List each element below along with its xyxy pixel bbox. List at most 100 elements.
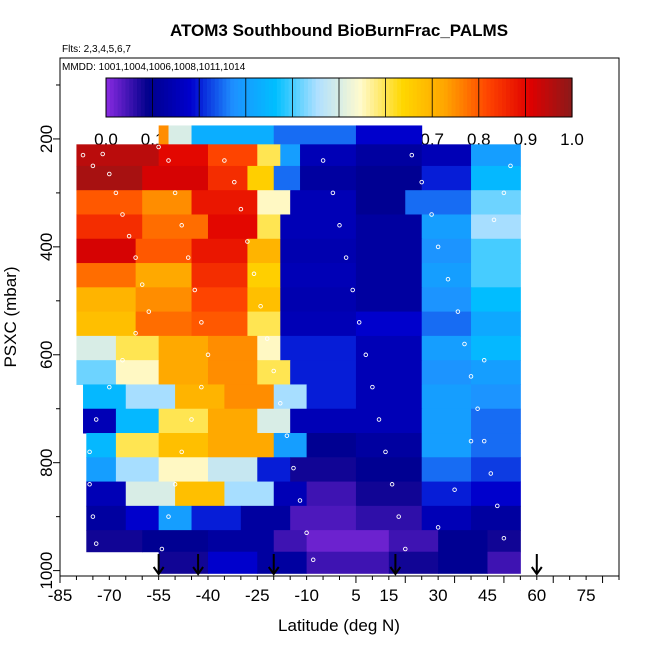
- colorbar-swatch: [556, 78, 561, 117]
- heatmap-cell: [115, 433, 160, 458]
- colorbar-swatch: [311, 78, 317, 117]
- arrow-head: [389, 566, 402, 576]
- colorbar-swatch: [537, 78, 542, 117]
- heatmap-cell: [135, 238, 193, 264]
- y-axis-label: PSXC (mbar): [1, 266, 20, 367]
- colorbar-swatch: [206, 78, 212, 117]
- heatmap-cell: [191, 505, 242, 531]
- colorbar-swatch: [238, 78, 243, 117]
- colorbar-swatch: [342, 78, 348, 117]
- colorbar-tick-label: 0.7: [420, 130, 444, 149]
- flight-point: [481, 438, 487, 444]
- flight-point: [284, 433, 290, 438]
- flight-point: [452, 487, 457, 492]
- flight-point: [166, 158, 171, 163]
- colorbar-swatch: [109, 78, 115, 117]
- colorbar-swatch: [218, 78, 224, 117]
- heatmap-cell: [125, 505, 160, 531]
- y-tick-label: 1000: [37, 552, 56, 590]
- heatmap-cell: [355, 505, 423, 531]
- heatmap-cell: [487, 530, 521, 553]
- colorbar-swatch: [377, 78, 383, 117]
- heatmap-cell: [471, 238, 521, 264]
- heatmap-cell: [76, 287, 137, 313]
- colorbar-swatch: [416, 78, 422, 117]
- heatmap-cell: [280, 214, 357, 240]
- flight-point: [156, 144, 161, 150]
- heatmap-cell: [247, 165, 275, 191]
- heatmap-cell: [355, 214, 423, 240]
- colorbar-swatch: [474, 78, 480, 117]
- colorbar-swatch: [339, 78, 344, 117]
- heatmap-cell: [76, 214, 143, 240]
- flight-point: [320, 158, 326, 163]
- flight-point: [271, 368, 276, 374]
- heatmap-cell: [191, 287, 248, 313]
- heatmap-cell: [142, 165, 209, 191]
- heatmap-cell: [191, 263, 248, 288]
- heatmap-cell: [168, 125, 193, 145]
- colorbar-swatch: [428, 78, 433, 117]
- flight-point: [330, 190, 336, 196]
- flight-point: [232, 179, 237, 185]
- flight-point: [389, 482, 395, 487]
- flight-point: [172, 190, 178, 196]
- colorbar-swatch: [424, 78, 429, 117]
- colorbar-swatch: [529, 78, 534, 117]
- heatmap-cell: [421, 457, 472, 483]
- flight-point: [481, 357, 487, 363]
- colorbar-swatch: [540, 78, 546, 117]
- heatmap-cell: [471, 144, 521, 167]
- flight-point: [350, 287, 355, 293]
- colorbar-tick-label: 0.8: [467, 130, 491, 149]
- heatmap-cell: [86, 457, 117, 483]
- heatmap-cell: [76, 263, 137, 288]
- flight-point: [409, 152, 415, 158]
- colorbar-swatch: [121, 78, 127, 117]
- heatmap-cell: [355, 144, 423, 167]
- flight-point: [297, 498, 303, 503]
- colorbar-swatch: [315, 78, 321, 117]
- arrow-head: [192, 566, 204, 576]
- flight-point: [383, 449, 388, 455]
- heatmap-cell: [135, 263, 193, 288]
- heatmap-cell: [273, 530, 308, 553]
- heatmap-cell: [306, 530, 390, 553]
- flight-point: [189, 417, 194, 422]
- colorbar-swatch: [292, 78, 297, 117]
- colorbar-swatch: [502, 78, 507, 117]
- heatmap-cell: [224, 481, 275, 507]
- x-tick-label: 15: [379, 586, 398, 605]
- heatmap-cell: [471, 384, 521, 410]
- colorbar-swatch: [350, 78, 356, 117]
- flights-label: Flts: 2,3,4,5,6,7: [62, 44, 131, 55]
- heatmap-cell: [257, 457, 291, 483]
- heatmap-cell: [300, 144, 357, 167]
- heatmap-cell: [421, 263, 472, 288]
- flight-point: [126, 233, 132, 239]
- colorbar-swatch: [168, 78, 173, 117]
- colorbar-swatch: [276, 78, 282, 117]
- x-tick-label: 60: [527, 586, 546, 605]
- x-tick-label: 30: [429, 586, 448, 605]
- colorbar-swatch: [498, 78, 503, 117]
- flight-point: [508, 163, 513, 169]
- flight-point: [462, 341, 467, 347]
- flight-point: [445, 276, 451, 282]
- heatmap-cell: [355, 238, 423, 264]
- colorbar-swatch: [490, 78, 495, 117]
- heatmap-cell: [158, 551, 209, 574]
- heatmap-cell: [273, 384, 308, 410]
- heatmap-cell: [207, 165, 248, 191]
- colorbar-swatch: [183, 78, 189, 117]
- heatmap-cell: [421, 433, 472, 458]
- heatmap-cell: [405, 190, 472, 215]
- colorbar-swatch: [160, 78, 165, 117]
- colorbar-swatch: [234, 78, 239, 117]
- flight-point: [87, 482, 92, 487]
- colorbar-swatch: [397, 78, 402, 117]
- colorbar-swatch: [156, 78, 161, 117]
- heatmap-cell: [115, 335, 160, 361]
- colorbar-swatch: [148, 78, 154, 117]
- flight-point: [199, 384, 204, 390]
